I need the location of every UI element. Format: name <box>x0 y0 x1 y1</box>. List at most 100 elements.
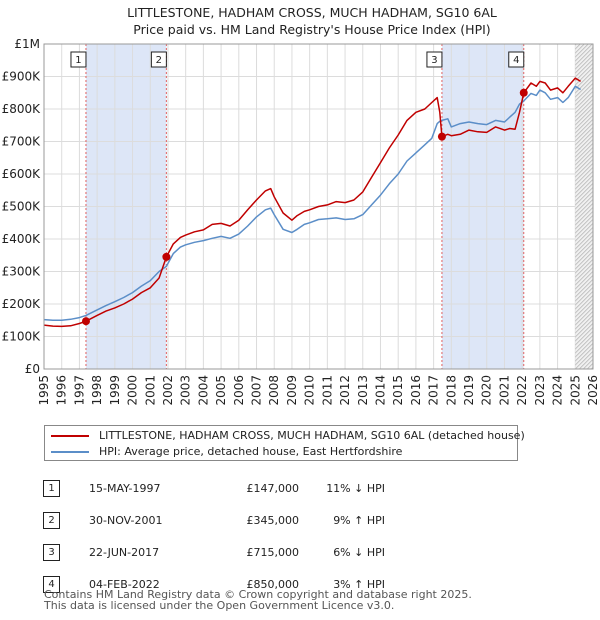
x-tick-label: 2011 <box>320 375 334 406</box>
sale-date: 30-NOV-2001 <box>89 513 163 527</box>
legend: LITTLESTONE, HADHAM CROSS, MUCH HADHAM, … <box>44 425 525 461</box>
hatch-line <box>575 94 594 114</box>
x-tick-label: 2012 <box>338 375 352 406</box>
sale-hpi-diff: 9% ↑ HPI <box>333 513 385 527</box>
sale-hpi-diff: 3% ↑ HPI <box>333 577 385 591</box>
legend-label-property: LITTLESTONE, HADHAM CROSS, MUCH HADHAM, … <box>99 429 525 442</box>
sale-point <box>437 132 446 141</box>
y-tick-label: £200K <box>2 297 42 311</box>
x-tick-label: 1996 <box>55 375 69 406</box>
property-price-line <box>43 77 581 328</box>
sale-hpi-diff: 6% ↓ HPI <box>333 545 385 559</box>
y-tick-label: £600K <box>2 167 42 181</box>
x-tick-label: 2000 <box>126 375 140 406</box>
x-tick-label: 2014 <box>373 375 387 406</box>
legend-label-hpi: HPI: Average price, detached house, East… <box>99 445 403 458</box>
sale-price: £715,000 <box>246 545 300 559</box>
x-tick-label: 2025 <box>568 375 582 406</box>
hpi-line <box>43 85 581 322</box>
sale-label-text: 3 <box>431 55 437 66</box>
hatch-line <box>575 306 594 326</box>
plot-frame <box>43 43 594 370</box>
x-tick-label: 2021 <box>497 375 511 406</box>
y-tick-label: £500K <box>2 200 42 214</box>
sale-price: £850,000 <box>246 577 300 591</box>
sale-point <box>519 88 528 97</box>
sale-label-box <box>70 51 87 68</box>
x-tick-label: 2009 <box>285 375 299 406</box>
sale-price: £345,000 <box>246 513 300 527</box>
sale-hpi-diff: 11% ↓ HPI <box>326 481 385 495</box>
x-tick-label: 2015 <box>391 375 405 406</box>
x-tick-label: 2007 <box>250 375 264 406</box>
x-tick-label: 1998 <box>90 375 104 406</box>
hatch-line <box>575 194 594 214</box>
x-tick-label: 2017 <box>427 375 441 406</box>
hatch-line <box>575 198 594 218</box>
table-row: 3 22-JUN-2017 £715,000 6% ↓ HPI <box>43 536 385 568</box>
y-tick-label: £800K <box>2 102 42 116</box>
chart-title: LITTLESTONE, HADHAM CROSS, MUCH HADHAM, … <box>127 5 497 20</box>
hatch-line <box>575 190 594 210</box>
sale-label-box <box>426 51 443 68</box>
sale-price: £147,000 <box>246 481 300 495</box>
hatch-line <box>575 82 594 102</box>
transactions-table: 1 15-MAY-1997 £147,000 11% ↓ HPI 2 30-NO… <box>43 472 385 600</box>
x-tick-label: 1999 <box>108 375 122 406</box>
table-row: 4 04-FEB-2022 £850,000 3% ↑ HPI <box>43 568 385 600</box>
x-tick-label: 2018 <box>444 375 458 406</box>
y-tick-label: £300K <box>2 265 42 279</box>
hatch-line <box>595 44 600 369</box>
y-tick-label: £700K <box>2 135 42 149</box>
sale-badge: 4 <box>43 575 60 593</box>
x-tick-label: 2010 <box>303 375 317 406</box>
x-tick-label: 2002 <box>161 375 175 406</box>
x-tick-label: 2019 <box>462 375 476 406</box>
sale-label-text: 2 <box>156 55 162 66</box>
sale-badge: 1 <box>43 479 60 497</box>
x-tick-label: 2026 <box>586 375 600 406</box>
legend-swatch-red <box>51 435 89 437</box>
hatch-line <box>575 310 594 330</box>
x-tick-label: 2008 <box>267 375 281 406</box>
footer-line-1: Contains HM Land Registry data © Crown c… <box>44 588 472 601</box>
y-tick-label: £900K <box>2 70 42 84</box>
sale-point <box>81 317 90 326</box>
future-hatch <box>575 44 600 369</box>
hatch-line <box>575 202 594 222</box>
x-tick-label: 2024 <box>551 375 565 406</box>
footer-line-2: This data is licensed under the Open Gov… <box>44 599 395 612</box>
sale-badge: 2 <box>43 511 60 529</box>
x-tick-label: 2023 <box>533 375 547 406</box>
x-tick-label: 2005 <box>214 375 228 406</box>
sale-date: 15-MAY-1997 <box>89 481 161 495</box>
table-row: 1 15-MAY-1997 £147,000 11% ↓ HPI <box>43 472 385 504</box>
x-tick-label: 2001 <box>143 375 157 406</box>
x-tick-label: 2022 <box>515 375 529 406</box>
x-tick-label: 1997 <box>72 375 86 406</box>
sale-label-box <box>150 51 167 68</box>
price-chart: LITTLESTONE, HADHAM CROSS, MUCH HADHAM, … <box>2 5 600 406</box>
hatch-line <box>575 86 594 106</box>
x-tick-label: 2013 <box>356 375 370 406</box>
x-tick-label: 2016 <box>409 375 423 406</box>
chart-subtitle: Price paid vs. HM Land Registry's House … <box>133 22 490 37</box>
x-tick-label: 2004 <box>196 375 210 406</box>
y-tick-label: £0 <box>25 362 40 376</box>
sale-point <box>162 252 171 261</box>
hatch-line <box>575 90 594 110</box>
footer-attribution: Contains HM Land Registry data © Crown c… <box>44 589 472 611</box>
sale-label-box <box>508 51 525 68</box>
x-tick-label: 2006 <box>232 375 246 406</box>
table-row: 2 30-NOV-2001 £345,000 9% ↑ HPI <box>43 504 385 536</box>
sale-date: 04-FEB-2022 <box>89 577 160 591</box>
x-tick-label: 2003 <box>179 375 193 406</box>
y-tick-label: £1M <box>14 37 40 51</box>
sale-badge: 3 <box>43 543 60 561</box>
hatch-line <box>575 302 594 322</box>
sale-date: 22-JUN-2017 <box>89 545 160 559</box>
legend-swatch-blue <box>51 451 89 453</box>
y-tick-label: £100K <box>2 330 42 344</box>
hatch-line <box>575 298 594 318</box>
sale-label-text: 4 <box>513 55 519 66</box>
